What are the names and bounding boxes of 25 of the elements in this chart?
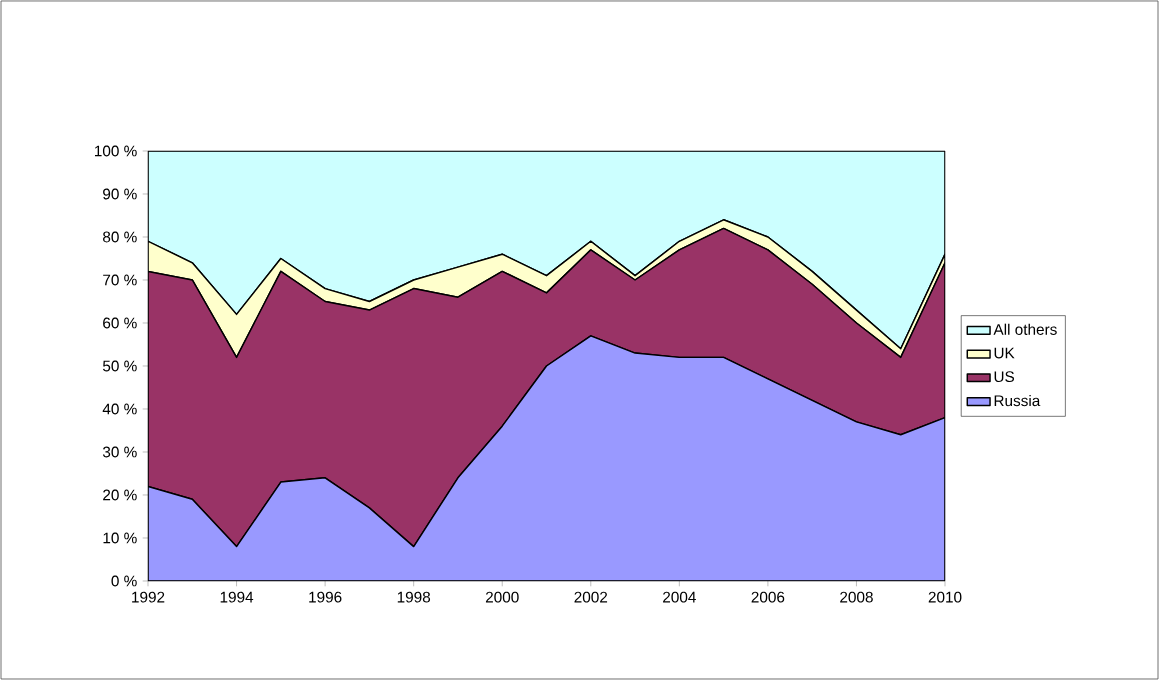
legend-label: Russia — [994, 394, 1041, 407]
x-tick-label: 1992 — [132, 591, 165, 603]
y-tick-label: 0 % — [111, 575, 137, 587]
y-tick-label: 30 % — [102, 446, 137, 458]
y-tick-label: 100 % — [94, 145, 137, 157]
x-tick-label: 1996 — [309, 591, 342, 603]
x-tick-label: 2002 — [574, 591, 608, 603]
x-tick-label: 2010 — [928, 591, 962, 603]
x-tick-label: 2000 — [485, 591, 519, 603]
y-tick-label: 80 % — [103, 231, 137, 243]
y-tick-label: 90 % — [103, 188, 137, 200]
x-tick-label: 2004 — [663, 591, 696, 603]
y-tick-label: 70 % — [103, 274, 137, 286]
x-tick-label: 1994 — [220, 591, 254, 603]
x-tick-label: 2008 — [840, 591, 873, 603]
legend-label: US — [994, 371, 1015, 383]
x-tick-label: 1998 — [397, 591, 431, 603]
y-tick-label: 40 % — [102, 403, 137, 415]
y-tick-label: 60 % — [103, 317, 137, 329]
y-tick-label: 20 % — [103, 489, 137, 501]
legend-label: All others — [993, 323, 1057, 335]
x-tick-label: 2006 — [751, 591, 785, 603]
legend-label: UK — [994, 347, 1015, 359]
y-tick-label: 10 % — [103, 532, 137, 544]
y-tick-label: 50 % — [102, 360, 137, 372]
